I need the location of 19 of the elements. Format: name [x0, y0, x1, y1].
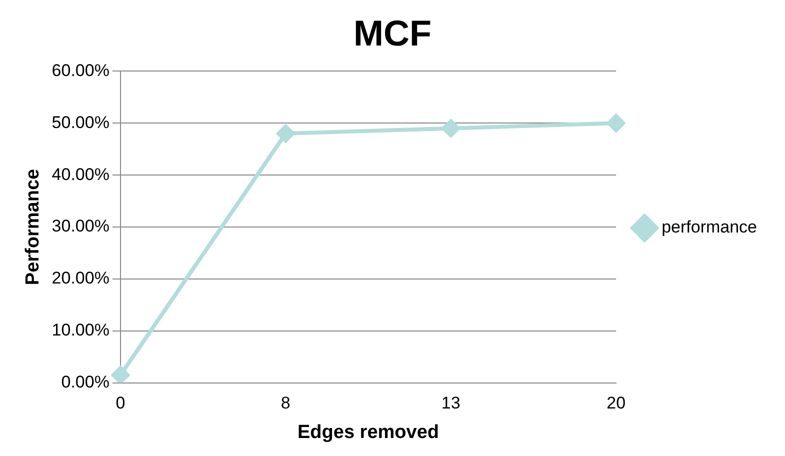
x-axis-title: Edges removed [298, 422, 440, 443]
y-tick-label: 40.00% [52, 164, 110, 184]
point [442, 119, 460, 138]
y-tick-label: 10.00% [52, 320, 110, 340]
y-tick-label: 60.00% [52, 60, 110, 80]
x-tick-label: 0 [116, 394, 126, 413]
y-axis-title: Performance [22, 168, 44, 286]
y-tick-label: 50.00% [52, 112, 110, 132]
x-tick-label: 8 [280, 394, 290, 413]
chart-title: MCF [354, 12, 432, 54]
legend-label: performance [662, 218, 758, 237]
x-tick-label: 13 [441, 394, 460, 413]
x-tick-label: 20 [606, 394, 626, 413]
y-tick-label: 30.00% [52, 216, 110, 236]
y-tick-label: 0.00% [61, 372, 110, 392]
point [111, 366, 130, 383]
y-tick-label: 20.00% [52, 268, 110, 288]
point [276, 124, 295, 143]
point [607, 114, 626, 132]
